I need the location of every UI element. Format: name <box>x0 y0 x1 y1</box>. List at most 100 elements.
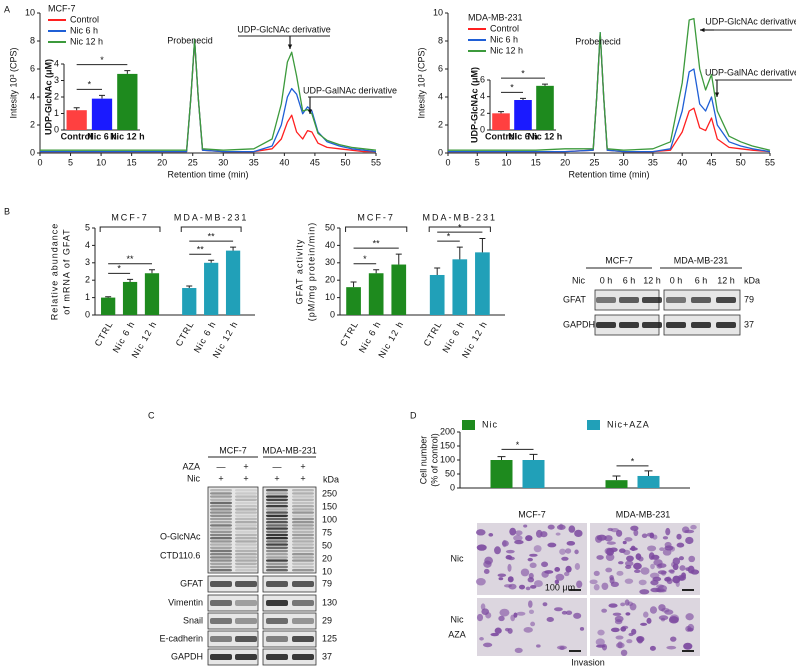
stained-cell <box>679 565 686 571</box>
significance-label: * <box>516 440 520 450</box>
blot-band <box>292 537 314 540</box>
error-bar <box>644 470 653 476</box>
blot-band <box>266 517 288 521</box>
blot-band <box>235 489 257 492</box>
row-label: Nic <box>451 614 464 624</box>
significance-label: ** <box>373 238 381 248</box>
blot-band <box>642 322 662 328</box>
bar <box>91 98 113 130</box>
stained-cell <box>681 526 690 534</box>
blot-band <box>235 600 257 606</box>
caption: Invasion <box>571 657 605 667</box>
blot-band <box>266 498 288 501</box>
blot-band <box>210 565 232 569</box>
blot-band <box>266 530 288 533</box>
error-bar <box>148 269 155 274</box>
stained-cell <box>555 573 565 581</box>
stained-cell <box>563 571 570 577</box>
error-bar <box>350 281 357 288</box>
stained-cell <box>615 635 624 640</box>
inset-category: Nic 6 h <box>87 131 117 141</box>
treatment-mark: + <box>274 473 279 483</box>
stained-cell <box>618 548 626 554</box>
stained-cell <box>610 581 619 588</box>
blot-band <box>210 514 232 517</box>
blot-band <box>210 527 232 530</box>
stained-cell <box>579 626 585 631</box>
stained-cell <box>658 615 669 621</box>
legend-label: Control <box>490 23 519 33</box>
stained-cell <box>676 542 685 548</box>
stained-cell <box>518 584 526 590</box>
column-label: MCF-7 <box>518 509 546 519</box>
stained-cell <box>497 573 507 577</box>
blot-band <box>292 600 314 606</box>
blot-band <box>235 527 257 530</box>
blot-band <box>210 537 232 540</box>
lane-label: 0 h <box>670 275 683 285</box>
treatment-mark: — <box>273 461 282 471</box>
blot-band <box>292 618 314 624</box>
annotation: UDP-GalNAc derivative <box>303 85 397 95</box>
blot-band <box>210 600 232 606</box>
blot-band <box>292 543 314 546</box>
inset-category: Control <box>61 131 93 141</box>
significance-label: * <box>521 69 525 79</box>
blot-band <box>292 498 314 501</box>
legend-label: Control <box>70 14 99 24</box>
stained-cell <box>490 632 499 637</box>
stained-cell <box>650 563 655 570</box>
stained-cell <box>476 544 487 551</box>
stained-cell <box>475 578 486 586</box>
inset-category: Nic 12 h <box>528 131 563 141</box>
blot-band <box>292 517 314 521</box>
stained-cell <box>507 627 513 634</box>
blot-band <box>266 543 288 546</box>
stained-cell <box>606 547 615 556</box>
stained-cell <box>494 546 501 555</box>
inset-y-label: UDP-GlcNAc (μM) <box>469 67 479 143</box>
kda-value: 150 <box>322 501 337 511</box>
stained-cell <box>666 645 677 650</box>
blot-band <box>235 618 257 624</box>
blot-band <box>642 297 662 303</box>
y-tick-label: 0 <box>450 482 455 492</box>
stained-cell <box>687 623 695 632</box>
stained-cell <box>670 636 677 642</box>
error-bar <box>124 70 131 74</box>
y-tick-label: 4 <box>30 91 35 101</box>
blot-band <box>235 543 257 546</box>
y-tick-label: 3 <box>54 75 59 85</box>
stained-cell <box>624 537 633 542</box>
treatment-mark: + <box>300 461 305 471</box>
kda-label: kDa <box>323 474 339 484</box>
y-axis-label: Intesity 10³ (CPS) <box>416 47 426 118</box>
panel-label: B <box>4 206 10 216</box>
blot-band <box>266 511 288 514</box>
blot-membrane <box>262 612 317 630</box>
stained-cell <box>640 622 648 626</box>
stained-cell <box>606 541 616 545</box>
error-bar <box>73 107 80 111</box>
x-tick-label: 20 <box>560 157 570 167</box>
blot-band <box>210 581 232 587</box>
stained-cell <box>659 547 665 552</box>
blot-band <box>619 322 639 328</box>
stained-cell <box>687 565 695 574</box>
stained-cell <box>596 555 604 560</box>
stained-cell <box>554 607 563 612</box>
legend-label: Nic 6 h <box>70 25 98 35</box>
y-tick-label: 200 <box>440 426 455 436</box>
blot-band <box>266 618 288 624</box>
blot-band <box>210 533 232 537</box>
stained-cell <box>596 534 607 541</box>
stained-cell <box>527 577 535 583</box>
legend-label: Nic 12 h <box>490 45 523 55</box>
stained-cell <box>554 579 560 585</box>
stained-cell <box>475 529 486 536</box>
inset-y-label: UDP-GlcNAc (μM) <box>43 59 53 135</box>
stained-cell <box>559 523 564 530</box>
bar <box>490 460 513 488</box>
x-tick-label: 15 <box>531 157 541 167</box>
y-tick-label: 8 <box>438 35 443 45</box>
